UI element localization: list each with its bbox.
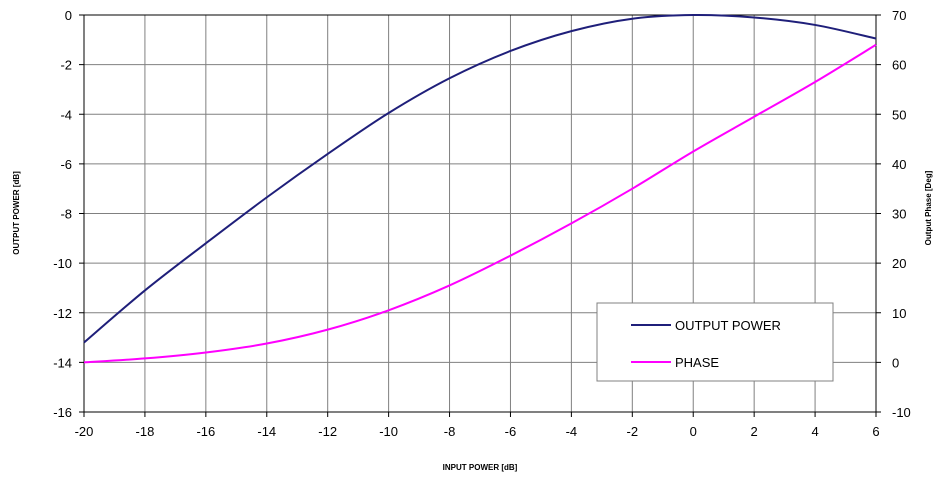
y-tick-label: -4 bbox=[60, 107, 72, 122]
x-tick-label: -8 bbox=[444, 424, 456, 439]
x-tick-label: -20 bbox=[75, 424, 94, 439]
legend: OUTPUT POWER PHASE bbox=[596, 302, 834, 382]
y2-tick-label: 20 bbox=[892, 256, 906, 271]
y-tick-label: -14 bbox=[53, 355, 72, 370]
y-tick-label: 0 bbox=[65, 8, 72, 23]
y2-tick-label: 60 bbox=[892, 58, 906, 73]
legend-label-output-power: OUTPUT POWER bbox=[675, 318, 781, 333]
x-tick-label: 2 bbox=[751, 424, 758, 439]
x-tick-label: -10 bbox=[379, 424, 398, 439]
series-line-output-power bbox=[83, 13, 877, 344]
y-axis-title: OUTPUT POWER [dB] bbox=[12, 171, 21, 255]
x-tick-label: -16 bbox=[196, 424, 215, 439]
y2-axis-title: Output Phase [Deg] bbox=[924, 170, 933, 245]
y2-tick-label: 10 bbox=[892, 306, 906, 321]
x-tick-label: 6 bbox=[872, 424, 879, 439]
x-axis-title: INPUT POWER [dB] bbox=[443, 463, 518, 472]
y-tick-label: -12 bbox=[53, 306, 72, 321]
y-tick-label: -6 bbox=[60, 157, 72, 172]
y2-tick-label: -10 bbox=[892, 405, 911, 420]
y-tick-label: -10 bbox=[53, 256, 72, 271]
y2-tick-label: 0 bbox=[892, 355, 899, 370]
legend-box bbox=[596, 302, 834, 382]
y2-tick-label: 30 bbox=[892, 207, 906, 222]
legend-label-phase: PHASE bbox=[675, 355, 719, 370]
x-tick-label: -4 bbox=[566, 424, 578, 439]
y2-tick-label: 50 bbox=[892, 107, 906, 122]
x-tick-label: 4 bbox=[811, 424, 818, 439]
x-tick-label: -14 bbox=[257, 424, 276, 439]
x-tick-label: -2 bbox=[627, 424, 639, 439]
y-tick-label: -16 bbox=[53, 405, 72, 420]
x-tick-label: -12 bbox=[318, 424, 337, 439]
y-tick-label: -8 bbox=[60, 207, 72, 222]
series-group bbox=[83, 13, 877, 364]
x-tick-label: -6 bbox=[505, 424, 517, 439]
axis-ticks: -20 -18 -16 -14 -12 -10 -8 -6 -4 -2 0 2 4 60-2-4-6-8-… bbox=[53, 8, 911, 439]
y2-tick-label: 70 bbox=[892, 8, 906, 23]
y2-tick-label: 40 bbox=[892, 157, 906, 172]
y-tick-label: -2 bbox=[60, 58, 72, 73]
x-tick-label: 0 bbox=[690, 424, 697, 439]
x-tick-label: -18 bbox=[136, 424, 155, 439]
series-line-phase bbox=[83, 43, 877, 364]
